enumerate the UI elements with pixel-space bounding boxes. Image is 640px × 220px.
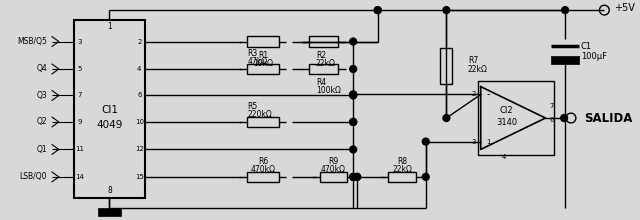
- Text: 4: 4: [137, 66, 141, 72]
- Circle shape: [562, 7, 568, 14]
- Text: 470kΩ: 470kΩ: [321, 165, 346, 174]
- Text: 15: 15: [135, 174, 144, 180]
- Circle shape: [349, 91, 356, 98]
- Text: 9: 9: [77, 119, 82, 125]
- Text: R9: R9: [328, 157, 339, 166]
- Text: 6: 6: [137, 92, 141, 99]
- Text: R4: R4: [316, 78, 326, 87]
- Text: 470kΩ: 470kΩ: [250, 165, 275, 174]
- Bar: [309, 64, 339, 74]
- Text: 4049: 4049: [96, 120, 123, 130]
- Text: 2: 2: [472, 92, 476, 97]
- Text: R7: R7: [468, 56, 478, 65]
- Bar: [74, 20, 145, 198]
- Text: SALIDA: SALIDA: [584, 112, 632, 125]
- Text: 3: 3: [471, 139, 476, 145]
- Text: 22kΩ: 22kΩ: [468, 66, 488, 74]
- Text: Q1: Q1: [36, 145, 47, 154]
- Bar: [247, 117, 278, 127]
- Text: 3140: 3140: [496, 118, 517, 127]
- Text: Q4: Q4: [36, 64, 47, 73]
- Text: R6: R6: [258, 157, 268, 166]
- Text: R3: R3: [247, 49, 257, 58]
- Text: 1: 1: [107, 22, 112, 31]
- Circle shape: [349, 92, 356, 99]
- Circle shape: [374, 7, 381, 14]
- Text: C1: C1: [580, 42, 592, 51]
- Text: CI1: CI1: [101, 105, 118, 115]
- Text: 4: 4: [501, 154, 506, 160]
- Text: 11: 11: [75, 147, 84, 152]
- Circle shape: [354, 173, 360, 180]
- Text: R5: R5: [247, 102, 257, 111]
- Bar: [320, 172, 348, 182]
- Text: 6: 6: [549, 117, 554, 123]
- Circle shape: [422, 138, 429, 145]
- Text: Q2: Q2: [36, 117, 47, 126]
- Text: 10kΩ: 10kΩ: [253, 59, 273, 68]
- Text: 7: 7: [77, 92, 82, 99]
- Circle shape: [443, 115, 450, 121]
- Circle shape: [349, 38, 356, 45]
- Text: 220kΩ: 220kΩ: [247, 110, 272, 119]
- Bar: [247, 36, 278, 47]
- Text: 10: 10: [135, 119, 144, 125]
- Text: 100μF: 100μF: [580, 52, 607, 61]
- Text: Q3: Q3: [36, 91, 47, 100]
- Text: LSB/Q0: LSB/Q0: [20, 172, 47, 182]
- Bar: [247, 64, 278, 74]
- Text: 12: 12: [135, 147, 144, 152]
- Circle shape: [349, 119, 356, 125]
- Text: R2: R2: [316, 51, 326, 60]
- Bar: [551, 56, 579, 64]
- Text: 3: 3: [77, 38, 82, 44]
- Bar: [388, 172, 416, 182]
- Text: 22kΩ: 22kΩ: [316, 59, 336, 68]
- Circle shape: [349, 66, 356, 72]
- Text: MSB/Q5: MSB/Q5: [17, 37, 47, 46]
- Text: 1: 1: [486, 139, 491, 145]
- Text: CI2: CI2: [500, 106, 513, 115]
- Bar: [309, 36, 339, 47]
- Text: 2: 2: [137, 38, 141, 44]
- Circle shape: [374, 7, 381, 14]
- Text: 100kΩ: 100kΩ: [316, 86, 340, 95]
- Text: 47kΩ: 47kΩ: [247, 57, 268, 66]
- Text: +5V: +5V: [614, 3, 635, 13]
- Circle shape: [354, 173, 360, 180]
- Text: -: -: [487, 90, 490, 99]
- Text: 14: 14: [75, 174, 84, 180]
- Text: 22kΩ: 22kΩ: [392, 165, 412, 174]
- Text: 5: 5: [77, 66, 82, 72]
- Circle shape: [349, 119, 356, 125]
- Bar: [440, 48, 452, 84]
- Circle shape: [349, 91, 356, 98]
- Text: R8: R8: [397, 157, 407, 166]
- Text: 7: 7: [549, 103, 554, 109]
- Text: R1: R1: [258, 51, 268, 60]
- Bar: [98, 208, 121, 216]
- Text: 8: 8: [107, 186, 112, 195]
- Bar: [478, 81, 554, 155]
- Circle shape: [349, 173, 356, 180]
- Circle shape: [443, 7, 450, 14]
- Bar: [247, 172, 278, 182]
- Circle shape: [422, 173, 429, 180]
- Circle shape: [561, 115, 568, 121]
- Circle shape: [349, 173, 356, 180]
- Circle shape: [349, 146, 356, 153]
